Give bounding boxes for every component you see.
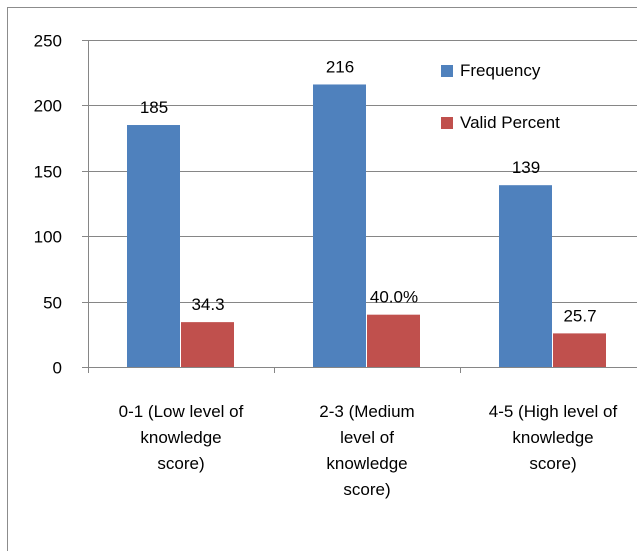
x-tick-label-line: knowledge (140, 428, 221, 447)
legend-swatch (441, 65, 453, 77)
x-tick-label-line: score) (343, 480, 390, 499)
data-label: 185 (140, 98, 168, 117)
x-tick-label-line: 2-3 (Medium (319, 402, 414, 421)
x-tick-label-line: score) (529, 454, 576, 473)
y-tick-label: 0 (53, 359, 62, 378)
legend-swatch (441, 117, 453, 129)
bar-valid-percent (367, 315, 420, 367)
y-tick-label: 200 (34, 97, 62, 116)
x-tick-label-line: score) (157, 454, 204, 473)
x-tick-label-line: 4-5 (High level of (489, 402, 618, 421)
legend-label: Valid Percent (460, 113, 560, 132)
data-label: 216 (326, 57, 354, 76)
bar-valid-percent (553, 333, 606, 367)
data-label: 25.7 (563, 306, 596, 325)
bar-valid-percent (181, 322, 234, 367)
x-tick-label-line: knowledge (326, 454, 407, 473)
y-tick-label: 150 (34, 163, 62, 182)
y-tick-label: 100 (34, 228, 62, 247)
bar-frequency (127, 125, 180, 367)
data-label: 139 (512, 158, 540, 177)
bar-frequency (313, 84, 366, 367)
x-tick-label-line: level of (340, 428, 394, 447)
x-tick-label-line: 0-1 (Low level of (119, 402, 244, 421)
y-tick-label: 50 (43, 294, 62, 313)
data-label: 40.0% (370, 288, 418, 307)
legend-label: Frequency (460, 61, 541, 80)
x-tick-label-line: knowledge (512, 428, 593, 447)
y-tick-label: 250 (34, 32, 62, 51)
data-label: 34.3 (191, 295, 224, 314)
bar-frequency (499, 185, 552, 367)
